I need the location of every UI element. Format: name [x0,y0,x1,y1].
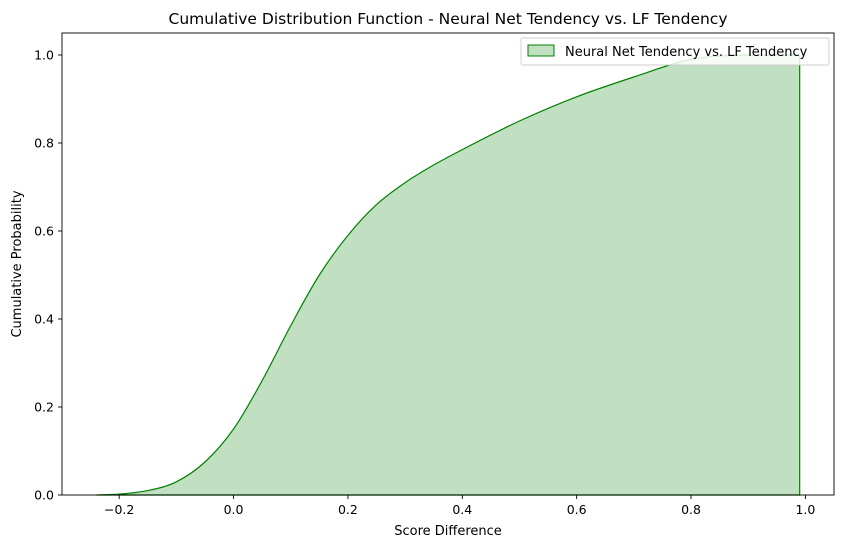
y-tick-label: 0.4 [34,312,54,327]
legend-label: Neural Net Tendency vs. LF Tendency [565,45,808,60]
chart-title: Cumulative Distribution Function - Neura… [169,10,728,28]
x-axis-ticks: −0.2 0.0 0.2 0.4 0.6 0.8 1.0 [104,495,815,517]
x-tick-label: 0.6 [567,502,587,517]
series-line [96,54,801,496]
y-tick-label: 0.6 [34,224,54,239]
y-axis-label: Cumulative Probability [10,190,25,337]
y-tick-label: 0.8 [34,136,54,151]
x-tick-label: 1.0 [795,502,815,517]
legend: Neural Net Tendency vs. LF Tendency [520,37,830,66]
y-tick-label: 0.2 [34,400,54,415]
x-tick-label: 0.8 [681,502,701,517]
legend-box [520,37,830,66]
x-axis-label: Score Difference [394,524,502,539]
series-fill-area [96,55,800,495]
x-tick-label: 0.0 [224,502,244,517]
plot-area: −0.2 0.0 0.2 0.4 0.6 0.8 1.0 0.0 0.2 0.4 0.6 0.8 1.… [34,32,835,517]
y-tick-label: 1.0 [34,48,54,63]
x-tick-label: 0.2 [338,502,358,517]
y-axis-ticks: 0.0 0.2 0.4 0.6 0.8 1.0 [34,48,62,503]
legend-swatch [527,44,555,57]
x-tick-label: 0.4 [452,502,472,517]
series-layer [96,54,801,496]
x-tick-label: −0.2 [104,502,134,517]
y-tick-label: 0.0 [34,488,54,503]
axes-frame [61,32,835,496]
